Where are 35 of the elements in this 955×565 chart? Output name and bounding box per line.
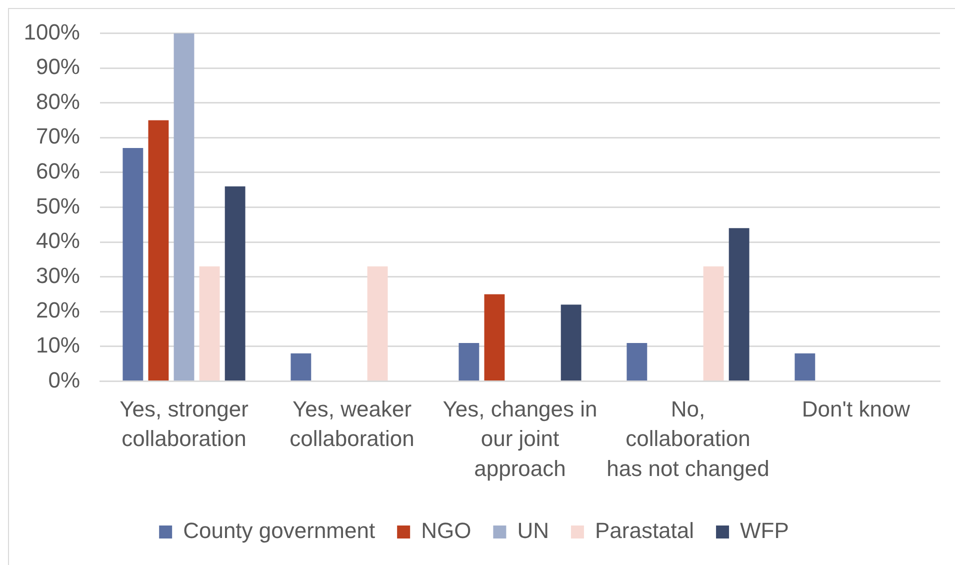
legend-label: Parastatal xyxy=(594,518,694,544)
bar xyxy=(484,294,505,380)
y-tick-label: 40% xyxy=(36,228,80,254)
x-tick-label: Yes, changes in our joint approach xyxy=(442,396,598,482)
y-tick-label: 10% xyxy=(36,332,80,358)
y-tick-label: 60% xyxy=(36,158,80,184)
y-tick-label: 90% xyxy=(36,54,80,80)
legend-label: UN xyxy=(517,518,549,544)
bar xyxy=(224,186,246,380)
legend-label: County government xyxy=(183,518,376,544)
legend-label: WFP xyxy=(740,518,789,544)
bar xyxy=(367,266,388,380)
bar xyxy=(703,266,724,380)
y-tick-label: 100% xyxy=(24,19,80,44)
x-tick-label: No, collaboration has not changed xyxy=(606,396,770,482)
y-tick-label: 0% xyxy=(48,367,80,392)
y-tick-label: 20% xyxy=(36,298,80,323)
x-tick-label: Yes, weaker collaboration xyxy=(290,396,414,452)
x-tick-label: Don't know xyxy=(802,396,910,422)
bar xyxy=(458,342,480,380)
bar xyxy=(560,304,582,380)
y-tick-label: 70% xyxy=(36,124,80,149)
bar xyxy=(290,353,312,380)
y-tick-label: 50% xyxy=(36,193,80,218)
bar xyxy=(199,266,220,380)
y-tick-label: 80% xyxy=(36,88,80,114)
legend-label: NGO xyxy=(421,518,472,544)
bar xyxy=(174,33,194,380)
bar xyxy=(794,353,816,380)
bar xyxy=(728,228,750,380)
bar xyxy=(148,120,169,380)
x-tick-label: Yes, stronger collaboration xyxy=(120,396,248,452)
bar xyxy=(626,342,648,380)
bar xyxy=(122,148,144,380)
y-tick-label: 30% xyxy=(36,262,80,288)
